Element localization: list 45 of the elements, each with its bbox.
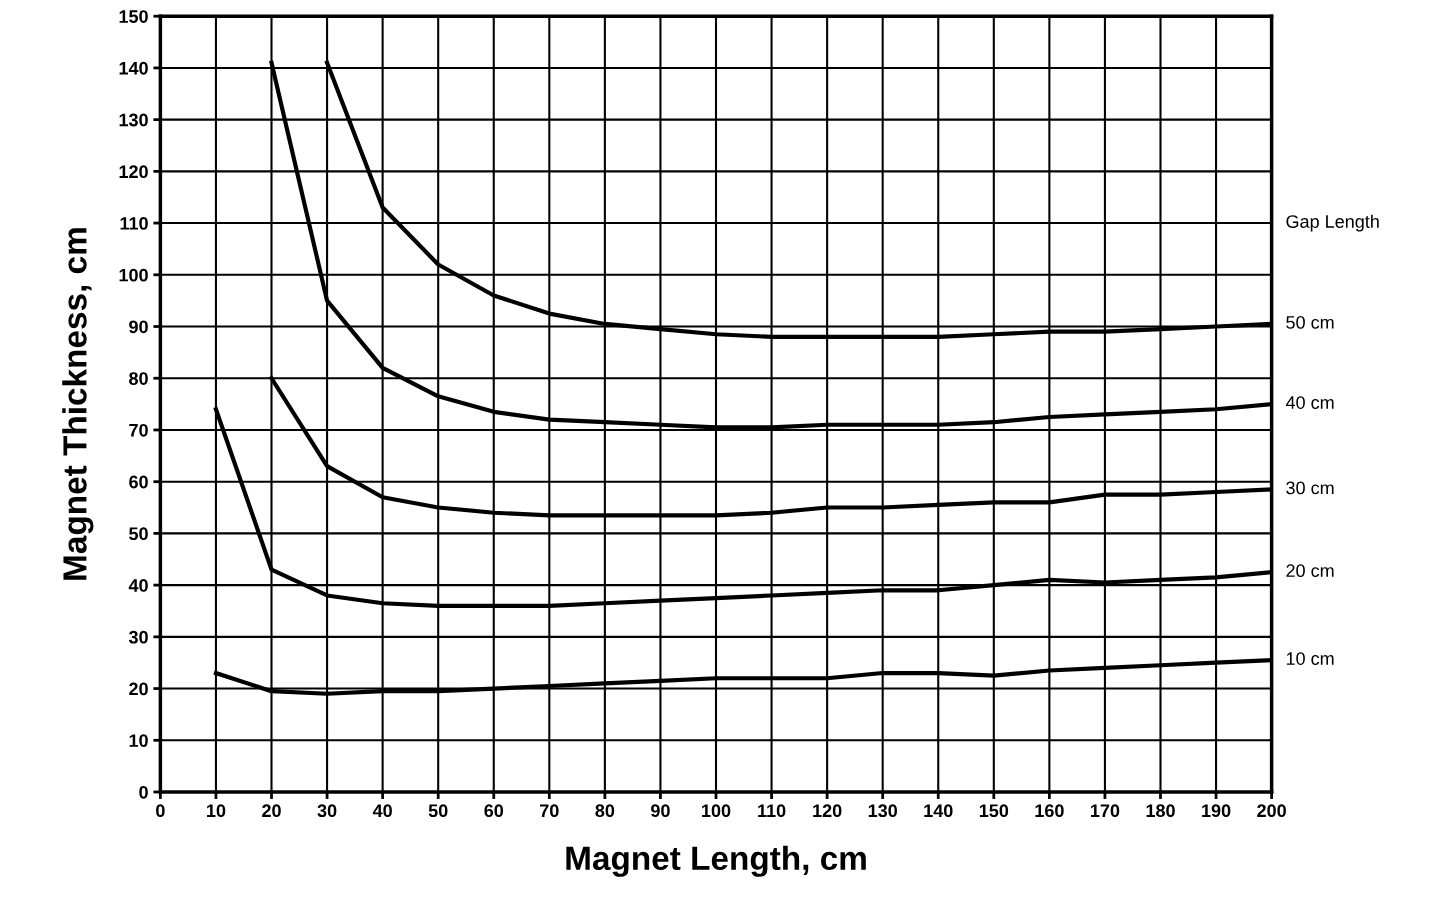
y-tick-label: 40 [128, 579, 148, 592]
series-label: 30 cm [1286, 481, 1334, 495]
y-tick-label: 80 [129, 372, 148, 385]
series-label: 40 cm [1285, 396, 1334, 409]
y-tick-label: 130 [119, 113, 148, 127]
x-tick-label: 90 [651, 804, 670, 818]
y-tick-label: 20 [129, 682, 148, 696]
x-tick-label: 120 [813, 804, 842, 818]
x-tick-label: 60 [484, 804, 504, 818]
x-tick-label: 40 [372, 804, 392, 818]
y-tick-label: 100 [119, 268, 148, 282]
y-tick-label: 120 [119, 165, 148, 179]
x-tick-label: 190 [1202, 804, 1231, 818]
x-tick-label: 50 [428, 804, 448, 818]
x-axis-title: Magnet Length, cm [566, 845, 866, 877]
x-tick-label: 170 [1091, 804, 1120, 818]
y-tick-label: 70 [129, 423, 148, 437]
y-tick-label: 150 [119, 10, 148, 23]
x-tick-label: 200 [1257, 804, 1286, 818]
series-label: 20 cm [1286, 564, 1334, 578]
x-tick-label: 20 [262, 804, 281, 818]
x-tick-label: 30 [317, 804, 337, 818]
y-tick-label: 30 [128, 630, 148, 644]
x-tick-label: 110 [758, 804, 786, 818]
x-tick-label: 130 [868, 804, 898, 818]
y-tick-label: 90 [129, 320, 148, 334]
x-tick-label: 140 [924, 804, 953, 818]
y-tick-label: 60 [129, 475, 148, 489]
y-tick-label: 10 [129, 734, 148, 747]
x-tick-label: 160 [1035, 804, 1064, 818]
series-label: 10 cm [1286, 652, 1334, 665]
x-tick-label: 10 [207, 804, 226, 818]
x-tick-label: 150 [979, 804, 1009, 818]
x-tick-label: 80 [595, 804, 615, 818]
text: Gap Length [1286, 214, 1379, 232]
y-tick-label: 140 [119, 61, 148, 75]
x-tick-label: 70 [540, 804, 559, 818]
x-tick-label: 180 [1146, 804, 1175, 818]
y-tick-label: 50 [129, 527, 148, 541]
x-tick-label: 0 [156, 804, 165, 818]
y-tick-label: 0 [139, 785, 148, 799]
y-tick-label: 110 [120, 217, 148, 230]
x-tick-label: 100 [702, 804, 731, 818]
y-axis-title: Magnet Thickness, cm [62, 228, 94, 580]
series-label: 50 cm [1286, 316, 1334, 329]
